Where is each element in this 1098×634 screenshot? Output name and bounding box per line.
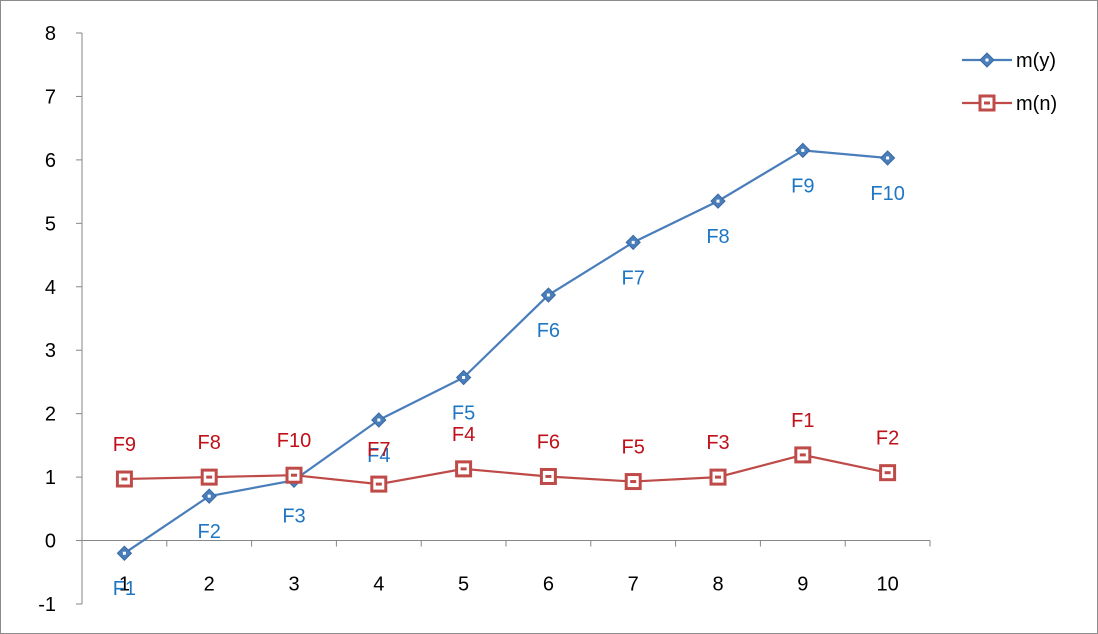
marker-center — [122, 551, 126, 555]
point-label: F1 — [791, 410, 814, 432]
legend-label: m(n) — [1016, 93, 1057, 115]
legend-label: m(y) — [1016, 50, 1056, 72]
point-label: F2 — [876, 428, 899, 450]
marker-center — [545, 474, 552, 478]
marker-center — [630, 480, 637, 484]
marker-center — [984, 101, 990, 105]
marker-center — [716, 199, 720, 203]
legend-entry-2: m(n) — [962, 93, 1057, 115]
y-tick-label: 1 — [45, 467, 56, 489]
marker-center — [801, 148, 805, 152]
x-tick-label: 3 — [288, 574, 299, 596]
x-tick-label: 6 — [543, 574, 554, 596]
marker-center — [121, 477, 128, 481]
series-line — [123, 149, 888, 555]
marker-center — [207, 494, 211, 498]
point-label: F6 — [537, 320, 560, 342]
axes: -1 0 1 2 3 4 5 6 7 8 1 2 3 4 5 6 7 8 9 10 — [38, 23, 931, 616]
point-label: F7 — [367, 439, 390, 461]
x-tick-label: 4 — [373, 574, 384, 596]
x-tick-label: 2 — [204, 574, 215, 596]
marker-center — [291, 473, 297, 477]
marker-center — [206, 475, 213, 479]
marker-center — [631, 240, 635, 244]
marker-center — [884, 471, 891, 475]
x-tick-label: 8 — [712, 574, 723, 596]
y-tick-label: 8 — [45, 23, 56, 45]
point-label: F8 — [706, 226, 729, 248]
point-label: F9 — [113, 434, 136, 456]
point-label: F6 — [537, 431, 560, 453]
marker-center — [886, 156, 890, 160]
point-label: F3 — [706, 432, 729, 454]
x-tick-label: 7 — [628, 574, 639, 596]
x-tick-label: 1 — [119, 574, 130, 596]
series-2 — [115, 446, 897, 493]
legend: m(y) m(n) — [962, 50, 1057, 115]
y-tick-label: 6 — [45, 150, 56, 172]
y-tick-label: 2 — [45, 404, 56, 426]
point-label: F5 — [622, 437, 645, 459]
x-tick-label: 5 — [458, 574, 469, 596]
point-label: F9 — [791, 175, 814, 197]
x-tick-label: 10 — [876, 574, 898, 596]
legend-entry-1: m(y) — [962, 50, 1056, 72]
y-tick-label: -1 — [38, 594, 56, 616]
y-tick-label: 5 — [45, 213, 56, 235]
series-1 — [116, 142, 896, 561]
marker-center — [546, 293, 550, 297]
marker-center — [985, 58, 989, 62]
point-label: F1 — [113, 578, 136, 600]
marker-center — [462, 376, 466, 380]
series-lines — [115, 142, 897, 561]
point-label: F3 — [282, 505, 305, 527]
marker-center — [375, 482, 382, 486]
marker-center — [377, 418, 381, 422]
x-tick-label: 9 — [797, 574, 808, 596]
point-label: F10 — [277, 430, 311, 452]
y-tick-label: 0 — [45, 531, 56, 553]
point-label: F4 — [367, 445, 390, 467]
y-tick-label: 4 — [45, 277, 56, 299]
marker-center — [715, 475, 721, 479]
point-label: F7 — [622, 267, 645, 289]
point-label: F10 — [870, 183, 904, 205]
series-line — [124, 453, 888, 486]
labels-series-2: F9 F8 F10 F7 F4 F6 F5 F3 F1 F2 — [113, 410, 900, 461]
point-label: F4 — [452, 424, 475, 446]
y-tick-label: 7 — [45, 86, 56, 108]
point-label: F2 — [198, 521, 221, 543]
marker-center — [799, 453, 806, 457]
point-label: F8 — [198, 432, 221, 454]
point-label: F5 — [452, 403, 475, 425]
marker-center — [460, 467, 467, 471]
y-tick-label: 3 — [45, 340, 56, 362]
